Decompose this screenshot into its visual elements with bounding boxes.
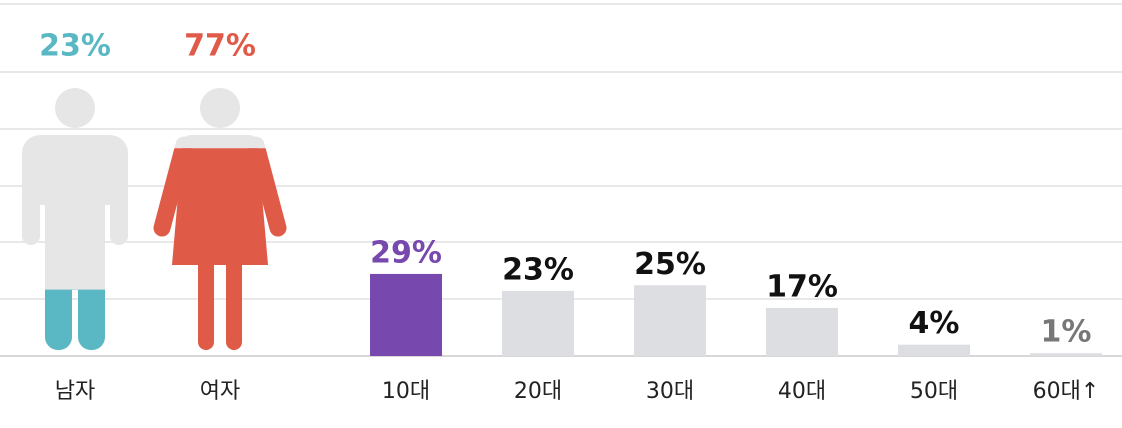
- figure-fill: [45, 289, 105, 350]
- value-label: 4%: [909, 306, 960, 341]
- value-label: 23%: [39, 29, 111, 64]
- leg: [226, 250, 242, 350]
- arm: [110, 150, 128, 245]
- arm: [153, 148, 192, 237]
- bar: [370, 273, 442, 356]
- dress: [172, 148, 268, 265]
- bar: [502, 290, 574, 356]
- value-label: 17%: [766, 269, 838, 304]
- category-label: 60대↑: [1033, 379, 1100, 404]
- category-label: 남자: [55, 379, 95, 404]
- value-label: 29%: [370, 235, 442, 270]
- head: [200, 88, 240, 128]
- leg: [198, 250, 214, 350]
- value-label: 77%: [184, 29, 256, 64]
- value-label: 23%: [502, 252, 574, 287]
- bar: [766, 307, 838, 356]
- bar: [634, 285, 706, 356]
- value-label: 1%: [1041, 315, 1092, 350]
- value-label: 25%: [634, 247, 706, 282]
- figure-base: [22, 88, 128, 350]
- leg: [45, 289, 72, 350]
- category-label: 40대: [778, 379, 826, 404]
- category-label: 10대: [382, 379, 430, 404]
- arm: [22, 150, 40, 245]
- body: [45, 289, 105, 290]
- bar: [898, 344, 970, 356]
- leg: [78, 289, 105, 350]
- figure-fill: [153, 148, 287, 350]
- arm: [248, 148, 287, 237]
- category-label: 20대: [514, 379, 562, 404]
- bar: [1030, 353, 1102, 356]
- category-label: 30대: [646, 379, 694, 404]
- head: [55, 88, 95, 128]
- category-label: 여자: [200, 379, 240, 404]
- category-label: 50대: [910, 379, 958, 404]
